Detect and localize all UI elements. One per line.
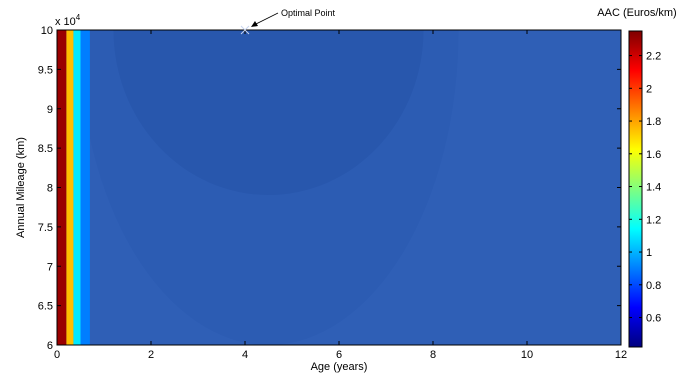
x-tick-label: 4 (242, 349, 248, 361)
heatmap-contours (78, 30, 459, 345)
y-tick-label: 9.5 (38, 64, 53, 76)
annotation-arrow-line (253, 12, 279, 26)
x-tick-label: 2 (148, 349, 154, 361)
colorbar-title: AAC (Euros/km) (597, 7, 676, 19)
colorbar-tick-label: 1.4 (646, 182, 661, 194)
colorbar-tick-label: 1.6 (646, 149, 661, 161)
colorbar-tick-label: 1.8 (646, 116, 661, 128)
y-tick-label: 6.5 (38, 301, 53, 313)
colorbar-tick-label: 1.2 (646, 214, 661, 226)
y-axis-label: Annual Mileage (km) (15, 137, 27, 238)
y-tick-label: 9 (47, 104, 53, 116)
annotation-arrow-head (251, 21, 258, 27)
colorbar-tick-label: 0.6 (646, 313, 661, 325)
y-tick-label: 7.5 (38, 222, 53, 234)
colorbar-tick-label: 1 (646, 247, 652, 259)
y-tick-label: 8 (47, 183, 53, 195)
colorbar-tick-label: 2.2 (646, 51, 661, 63)
x-tick-label: 6 (336, 349, 342, 361)
band-age-0-5 (80, 30, 90, 345)
band-age-0-0 (57, 30, 67, 345)
x-axis-label: Age (years) (311, 361, 368, 373)
contour-level-2 (113, 30, 424, 195)
y-tick-label: 10 (41, 25, 53, 37)
x-axis-ticks: 0 2 4 6 8 10 12 (54, 30, 627, 361)
x-tick-label: 0 (54, 349, 60, 361)
colorbar-ticks: 0.6 0.8 1 1.2 1.4 1.6 1.8 2 2.2 (629, 51, 661, 325)
y-tick-label: 6 (47, 340, 53, 352)
band-age-0-35 (73, 30, 81, 345)
x-tick-label: 12 (615, 349, 627, 361)
colorbar-tick-label: 2 (646, 83, 652, 95)
band-age-0-2 (66, 30, 74, 345)
colorbar-tick-label: 0.8 (646, 280, 661, 292)
y-axis-multiplier: x 104 (55, 13, 81, 28)
x-tick-label: 10 (521, 349, 533, 361)
heatmap-low-age-bands (57, 30, 90, 345)
y-tick-label: 7 (47, 261, 53, 273)
annotation-text: Optimal Point (281, 8, 336, 18)
y-axis-ticks: 6 6.5 7 7.5 8 8.5 9 9.5 10 (38, 25, 621, 352)
y-tick-label: 8.5 (38, 143, 53, 155)
x-tick-label: 8 (430, 349, 436, 361)
colorbar (629, 31, 642, 347)
colorbar-frame (628, 30, 643, 348)
optimal-point-annotation: Optimal Point (240, 8, 336, 35)
optimal-point-marker (240, 25, 250, 35)
